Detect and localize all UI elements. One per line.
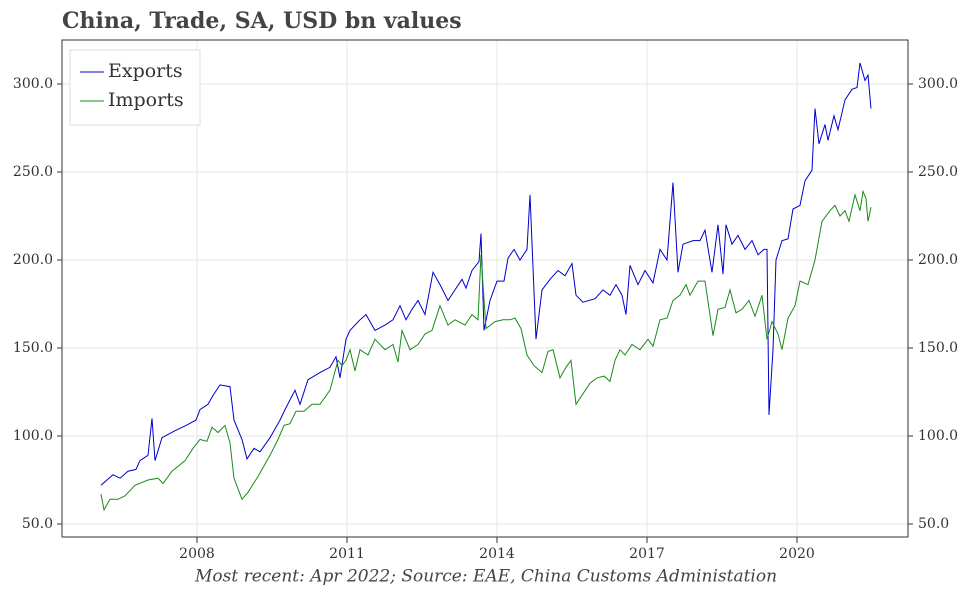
series-line xyxy=(100,62,872,486)
source-note: Most recent: Apr 2022; Source: EAE, Chin… xyxy=(194,567,777,587)
y-tick-label: 300.0 xyxy=(13,76,53,92)
y2-tick-label: 300.0 xyxy=(918,76,958,92)
x-tick-label: 2008 xyxy=(179,546,215,562)
x-tick-label: 2020 xyxy=(779,546,815,562)
y2-tick-label: 200.0 xyxy=(918,252,958,268)
x-tick-label: 2017 xyxy=(629,546,665,562)
legend-label: Imports xyxy=(108,89,184,111)
y2-tick-label: 100.0 xyxy=(918,428,958,444)
y2-tick-label: 50.0 xyxy=(918,516,949,532)
chart-title: China, Trade, SA, USD bn values xyxy=(62,8,462,34)
x-tick-label: 2011 xyxy=(329,546,365,562)
y-tick-label: 200.0 xyxy=(13,252,53,268)
legend: Exports Imports xyxy=(69,49,201,126)
y-tick-label: 150.0 xyxy=(13,340,53,356)
plot-frame xyxy=(61,39,909,538)
y-tick-label: 100.0 xyxy=(13,428,53,444)
y2-tick-label: 250.0 xyxy=(918,164,958,180)
y-tick-label: 250.0 xyxy=(13,164,53,180)
legend-box xyxy=(69,49,201,126)
y2-tick-label: 150.0 xyxy=(918,340,958,356)
legend-label: Exports xyxy=(108,60,183,82)
y-tick-label: 50.0 xyxy=(22,516,53,532)
x-tick-label: 2014 xyxy=(479,546,515,562)
series-line xyxy=(100,189,872,512)
